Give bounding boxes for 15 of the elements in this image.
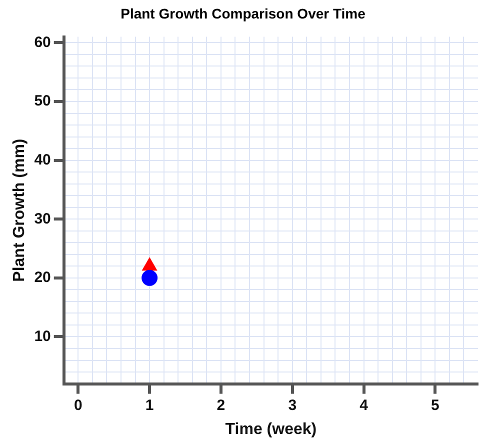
chart-title: Plant Growth Comparison Over Time bbox=[120, 5, 366, 22]
x-axis-title: Time (week) bbox=[225, 420, 317, 438]
y-tick-label: 10 bbox=[34, 328, 51, 345]
x-tick-label: 3 bbox=[288, 396, 297, 414]
x-tick-label: 2 bbox=[216, 396, 226, 414]
x-tick-label: 0 bbox=[74, 396, 82, 414]
x-tick-label: 5 bbox=[430, 396, 440, 414]
y-tick-label: 50 bbox=[34, 92, 51, 110]
y-tick-label: 40 bbox=[34, 151, 51, 168]
y-tick-label: 60 bbox=[34, 34, 51, 51]
x-tick-label: 4 bbox=[360, 396, 369, 414]
y-tick-label: 20 bbox=[34, 269, 51, 286]
x-tick-label: 1 bbox=[145, 396, 154, 414]
y-tick-label: 30 bbox=[34, 210, 51, 228]
y-axis-title: Plant Growth (mm) bbox=[11, 138, 28, 282]
